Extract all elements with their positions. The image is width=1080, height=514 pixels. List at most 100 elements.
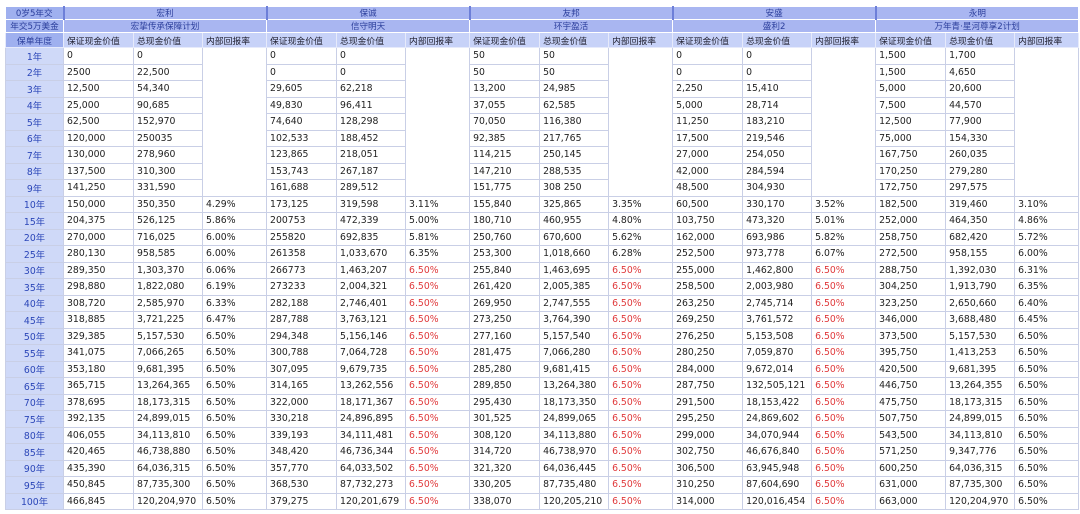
cash-value: 1,913,790 xyxy=(945,278,1016,296)
cash-value: 958,585 xyxy=(133,245,203,263)
cash-value: 322,000 xyxy=(266,393,338,411)
cash-value: 272,500 xyxy=(875,245,947,263)
cash-value: 294,348 xyxy=(266,327,338,345)
cash-value: 314,165 xyxy=(266,377,338,395)
cash-value: 34,070,944 xyxy=(742,426,813,444)
policy-year: 25年 xyxy=(5,245,64,263)
cash-value: 472,339 xyxy=(336,212,407,230)
company-name: 安盛 xyxy=(671,6,877,20)
irr-value: 6.50% xyxy=(405,443,471,461)
cash-value: 75,000 xyxy=(875,129,947,147)
table-row: 3年 12,500 54,340 29,605 62,218 13,200 24,985 2,… xyxy=(5,80,1079,98)
column-header: 总现金价值 xyxy=(539,32,610,48)
cash-value: 5,000 xyxy=(672,96,744,114)
corner-label: 年交5万美金 xyxy=(5,19,64,33)
cash-value: 958,155 xyxy=(945,245,1016,263)
table-row: 60年 353,180 9,681,395 6.50% 307,095 9,679,735… xyxy=(5,360,1080,378)
table-row: 5年 62,500 152,970 74,640 128,298 70,050 116,38… xyxy=(5,113,1079,131)
irr-value: 6.50% xyxy=(608,443,674,461)
irr-value: 6.50% xyxy=(608,294,674,312)
table-row: 100年 466,845 120,204,970 6.50% 379,275 120,20… xyxy=(5,492,1080,510)
irr-value: 6.50% xyxy=(608,492,674,510)
cash-value: 314,000 xyxy=(672,492,744,510)
cash-value: 600,250 xyxy=(875,459,947,477)
policy-year: 75年 xyxy=(5,410,64,428)
irr-value: 6.50% xyxy=(201,443,268,461)
cash-value: 258,500 xyxy=(672,278,744,296)
policy-year: 4年 xyxy=(5,96,64,114)
cash-value: 693,986 xyxy=(742,228,813,246)
cash-value: 7,066,265 xyxy=(133,344,203,362)
irr-value: 5.72% xyxy=(1014,228,1080,246)
cash-value: 450,845 xyxy=(63,476,134,494)
column-header: 保证现金价值 xyxy=(266,32,338,48)
irr-value: 6.35% xyxy=(1014,278,1080,296)
cash-value: 284,594 xyxy=(742,162,813,180)
cash-value: 170,250 xyxy=(875,162,947,180)
irr-value: 6.19% xyxy=(201,278,268,296)
policy-year: 40年 xyxy=(5,294,64,312)
cash-value: 27,000 xyxy=(672,146,744,164)
cash-value: 9,681,395 xyxy=(945,360,1016,378)
irr-value: 6.50% xyxy=(405,311,471,329)
cash-value: 0 xyxy=(63,47,134,65)
cash-value: 29,605 xyxy=(266,80,338,98)
cash-value: 128,298 xyxy=(336,113,407,131)
cash-value: 289,850 xyxy=(469,377,541,395)
irr-value: 6.50% xyxy=(608,377,674,395)
cash-value: 273,250 xyxy=(469,311,541,329)
cash-value: 263,250 xyxy=(672,294,744,312)
cash-value: 571,250 xyxy=(875,443,947,461)
irr-value: 6.50% xyxy=(811,410,877,428)
cash-value: 2,005,385 xyxy=(539,278,610,296)
irr-value: 6.50% xyxy=(811,278,877,296)
irr-value: 6.50% xyxy=(405,426,471,444)
cash-value: 153,743 xyxy=(266,162,338,180)
cash-value: 20,600 xyxy=(945,80,1016,98)
cash-value: 291,500 xyxy=(672,393,744,411)
cash-value: 48,500 xyxy=(672,179,744,197)
irr-value: 6.50% xyxy=(405,344,471,362)
policy-year: 90年 xyxy=(5,459,64,477)
cash-value: 3,763,121 xyxy=(336,311,407,329)
cash-value: 13,200 xyxy=(469,80,541,98)
policy-year: 85年 xyxy=(5,443,64,461)
cash-value: 24,869,602 xyxy=(742,410,813,428)
cash-value: 24,899,065 xyxy=(539,410,610,428)
cash-value: 204,375 xyxy=(63,212,134,230)
cash-value: 188,452 xyxy=(336,129,407,147)
cash-value: 330,170 xyxy=(742,195,813,213)
cash-value: 150,000 xyxy=(63,195,134,213)
cash-value: 543,500 xyxy=(875,426,947,444)
cash-value: 1,700 xyxy=(945,47,1016,65)
irr-blank xyxy=(201,47,268,197)
cash-value: 331,590 xyxy=(133,179,203,197)
cash-value: 87,735,300 xyxy=(945,476,1016,494)
cash-value: 1,462,800 xyxy=(742,261,813,279)
policy-year: 100年 xyxy=(5,492,64,510)
irr-value: 5.01% xyxy=(811,212,877,230)
table-row: 85年 420,465 46,738,880 6.50% 348,420 46,736,3… xyxy=(5,443,1080,461)
column-header: 保证现金价值 xyxy=(875,32,947,48)
cash-value: 308,120 xyxy=(469,426,541,444)
irr-value: 5.00% xyxy=(405,212,471,230)
cash-value: 34,113,880 xyxy=(539,426,610,444)
cash-value: 285,280 xyxy=(469,360,541,378)
cash-value: 70,050 xyxy=(469,113,541,131)
cash-value: 64,036,315 xyxy=(133,459,203,477)
irr-value: 6.50% xyxy=(811,426,877,444)
policy-year: 5年 xyxy=(5,113,64,131)
column-header: 总现金价值 xyxy=(336,32,407,48)
cash-value: 1,303,370 xyxy=(133,261,203,279)
irr-value: 6.50% xyxy=(811,327,877,345)
cash-value: 46,738,970 xyxy=(539,443,610,461)
cash-value: 0 xyxy=(672,47,744,65)
cash-value: 172,750 xyxy=(875,179,947,197)
cash-value: 299,000 xyxy=(672,426,744,444)
irr-value: 6.50% xyxy=(201,492,268,510)
irr-value: 3.35% xyxy=(608,195,674,213)
cash-value: 302,750 xyxy=(672,443,744,461)
irr-blank xyxy=(811,47,877,197)
irr-value: 6.50% xyxy=(405,393,471,411)
